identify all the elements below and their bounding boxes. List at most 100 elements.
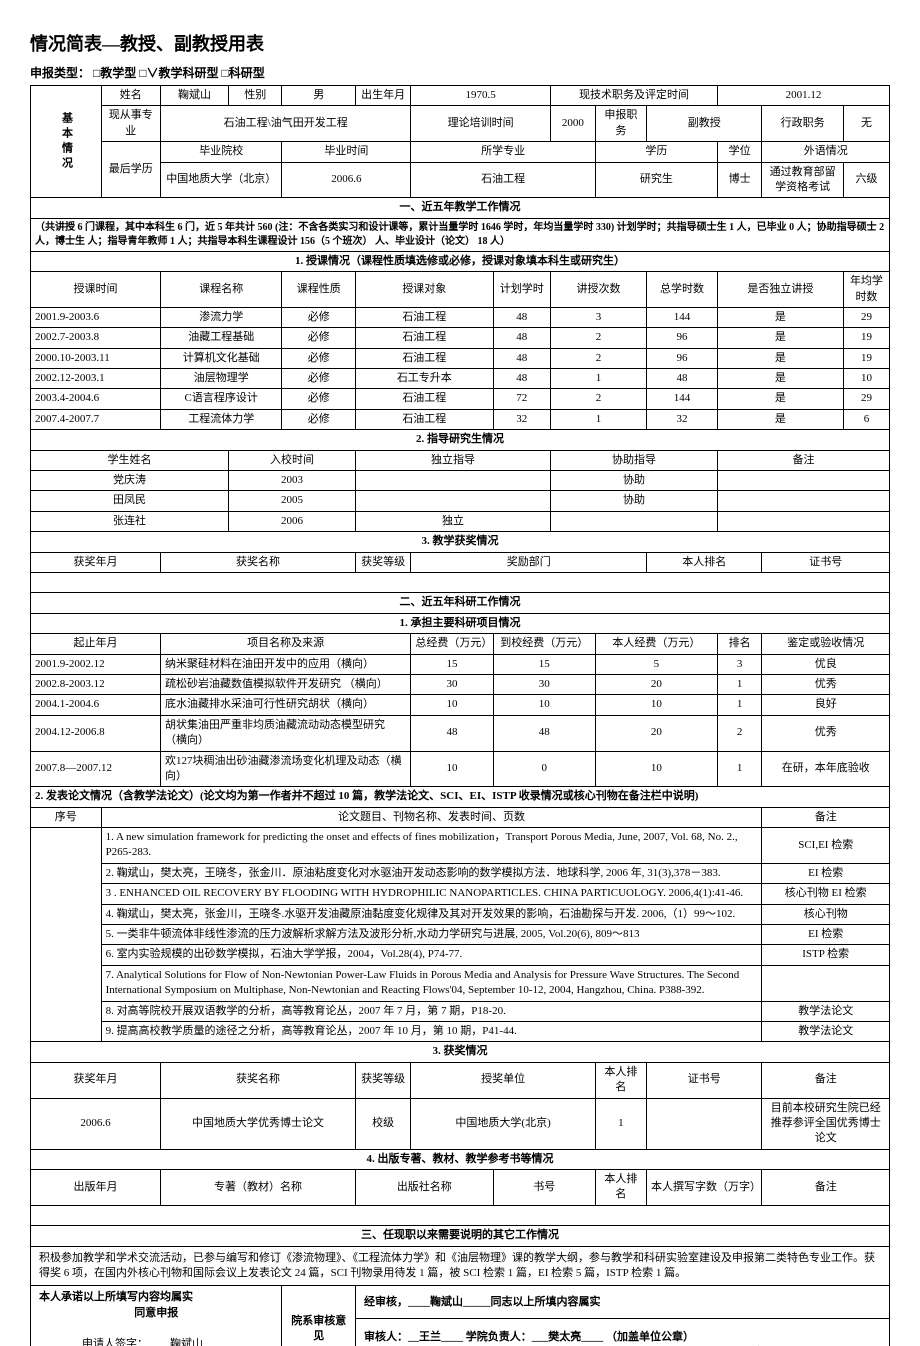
apply-type: 申报类型： □教学型 □∨教学科研型 □科研型 <box>30 64 890 81</box>
table-row: 2007.8—2007.12欢127块稠油出砂油藏渗流场变化机理及动态（横向）1… <box>31 751 890 787</box>
cell: 优秀 <box>762 674 890 694</box>
cell: 2001.9-2003.6 <box>31 307 161 327</box>
section-note: （共讲授 6 门课程，其中本科生 6 门，近 5 年共计 560 (注：不含各类… <box>31 218 890 251</box>
cell: 2006.6 <box>31 1098 161 1149</box>
col: 论文题目、刊物名称、发表时间、页数 <box>101 807 762 827</box>
col-hdr: 获奖等级 <box>355 552 410 572</box>
table-row: 2004.1-2004.6底水油藏排水采油可行性研究胡状（横向）1010101良… <box>31 695 890 715</box>
cell: 必修 <box>282 409 356 429</box>
cell: 48 <box>493 328 550 348</box>
paper-text: 5. 一类非牛顿流体非线性渗流的压力波解析求解方法及波形分析,水动力学研究与进展… <box>101 925 762 945</box>
col-hdr: 备注 <box>762 1170 890 1206</box>
sub-hdr: 3. 教学获奖情况 <box>31 532 890 552</box>
cell: 必修 <box>282 348 356 368</box>
cell: 29 <box>843 307 889 327</box>
paper-text: 8. 对高等院校开展双语教学的分析，高等教育论丛，2007 年 7 月，第 7 … <box>101 1001 762 1021</box>
col-hdr: 专著（教材）名称 <box>160 1170 355 1206</box>
cell: 2005 <box>229 491 356 511</box>
cell: 48 <box>411 715 493 751</box>
cell: 田凤民 <box>31 491 229 511</box>
val: 2001.12 <box>717 86 889 106</box>
col-hdr: 协助指导 <box>550 450 717 470</box>
cell: 张连社 <box>31 511 229 531</box>
cell: 2 <box>550 328 646 348</box>
cell: 2007.8—2007.12 <box>31 751 161 787</box>
reviewer: 审核人：__王兰____ 学院负责人：___樊太亮____ （加盖单位公章） <box>364 1330 881 1345</box>
cell: 独立 <box>355 511 550 531</box>
cell: 石油工程 <box>355 307 493 327</box>
cell: 工程流体力学 <box>160 409 281 429</box>
basic-label: 基本情况 <box>31 86 102 198</box>
col-hdr: 备注 <box>717 450 889 470</box>
cell: 3 <box>550 307 646 327</box>
paper-row: 5. 一类非牛顿流体非线性渗流的压力波解析求解方法及波形分析,水动力学研究与进展… <box>31 925 890 945</box>
review-date: 年 10 月 25 日 <box>364 1345 881 1346</box>
lbl: 现从事专业 <box>101 106 160 142</box>
col-hdr: 授课对象 <box>355 272 493 308</box>
other-work: 积极参加教学和学术交流活动，已参与编写和修订《渗流物理》、《工程流体力学》和《油… <box>31 1246 890 1286</box>
cell: 48 <box>493 307 550 327</box>
paper-row: 8. 对高等院校开展双语教学的分析，高等教育论丛，2007 年 7 月，第 7 … <box>31 1001 890 1021</box>
cell: 1 <box>717 695 761 715</box>
col: 序号 <box>31 807 102 827</box>
cell: 10 <box>411 695 493 715</box>
col-hdr: 总经费（万元） <box>411 634 493 654</box>
cell: 疏松砂岩油藏数值模拟软件开发研究 （横向） <box>160 674 410 694</box>
paper-text: 6. 室内实验规模的出砂数学模拟，石油大学学报，2004，Vol.28(4), … <box>101 945 762 965</box>
val: 2006.6 <box>282 162 411 198</box>
lbl: 现技术职务及评定时间 <box>550 86 717 106</box>
lbl: 姓名 <box>101 86 160 106</box>
cell: 优秀 <box>762 715 890 751</box>
cell: 6 <box>843 409 889 429</box>
cell: 48 <box>647 369 718 389</box>
cell: 校级 <box>355 1098 410 1149</box>
col-hdr: 项目名称及来源 <box>160 634 410 654</box>
col-hdr: 本人撰写字数（万字） <box>647 1170 762 1206</box>
col-hdr: 计划学时 <box>493 272 550 308</box>
paper-note: SCI,EI 检索 <box>762 828 890 864</box>
val: 博士 <box>717 162 761 198</box>
col-hdr: 独立指导 <box>355 450 550 470</box>
col-hdr: 课程性质 <box>282 272 356 308</box>
cell: 石油工程 <box>355 348 493 368</box>
cell: 在研，本年底验收 <box>762 751 890 787</box>
paper-note: 核心刊物 EI 检索 <box>762 884 890 904</box>
col-hdr: 本人排名 <box>647 552 762 572</box>
val: 鞠斌山 <box>160 86 228 106</box>
lbl: 毕业时间 <box>282 142 411 162</box>
cell: 15 <box>411 654 493 674</box>
lbl: 行政职务 <box>762 106 843 142</box>
cell: 胡状集油田严重非均质油藏流动动态模型研究（横向） <box>160 715 410 751</box>
col-hdr: 本人排名 <box>595 1170 646 1206</box>
cell: 必修 <box>282 328 356 348</box>
col-hdr: 书号 <box>493 1170 595 1206</box>
cell: 32 <box>647 409 718 429</box>
cell: 1 <box>550 369 646 389</box>
sub-hdr: 1. 承担主要科研项目情况 <box>31 613 890 633</box>
cell: 必修 <box>282 369 356 389</box>
cell: 是 <box>717 389 843 409</box>
cell: 是 <box>717 409 843 429</box>
paper-row: 9. 提高高校教学质量的途径之分析，高等教育论丛，2007 年 10 月，第 1… <box>31 1021 890 1041</box>
val: 六级 <box>843 162 889 198</box>
table-row: 2003.4-2004.6C语言程序设计必修石油工程722144是29 <box>31 389 890 409</box>
cell <box>717 491 889 511</box>
col-hdr: 获奖等级 <box>355 1062 410 1098</box>
col-hdr: 出版社名称 <box>355 1170 493 1206</box>
cell: 10 <box>411 751 493 787</box>
cell: 2002.7-2003.8 <box>31 328 161 348</box>
cell: 10 <box>595 695 717 715</box>
cell: 15 <box>493 654 595 674</box>
val: 石油工程 <box>411 162 595 198</box>
review-row: 经审核，____鞠斌山_____同志以上所填内容属实 <box>355 1286 889 1319</box>
cell: 10 <box>843 369 889 389</box>
cell: 10 <box>595 751 717 787</box>
paper-row: 2. 鞠斌山，樊太亮，王晓冬，张金川．原油粘度变化对水驱油开发动态影响的数学模拟… <box>31 863 890 883</box>
paper-row: 1. A new simulation framework for predic… <box>31 828 890 864</box>
paper-note <box>762 965 890 1001</box>
paper-note: ISTP 检索 <box>762 945 890 965</box>
lbl: 毕业院校 <box>160 142 281 162</box>
cell: 0 <box>493 751 595 787</box>
val: 1970.5 <box>411 86 551 106</box>
cell: 目前本校研究生院已经推荐参评全国优秀博士论文 <box>762 1098 890 1149</box>
